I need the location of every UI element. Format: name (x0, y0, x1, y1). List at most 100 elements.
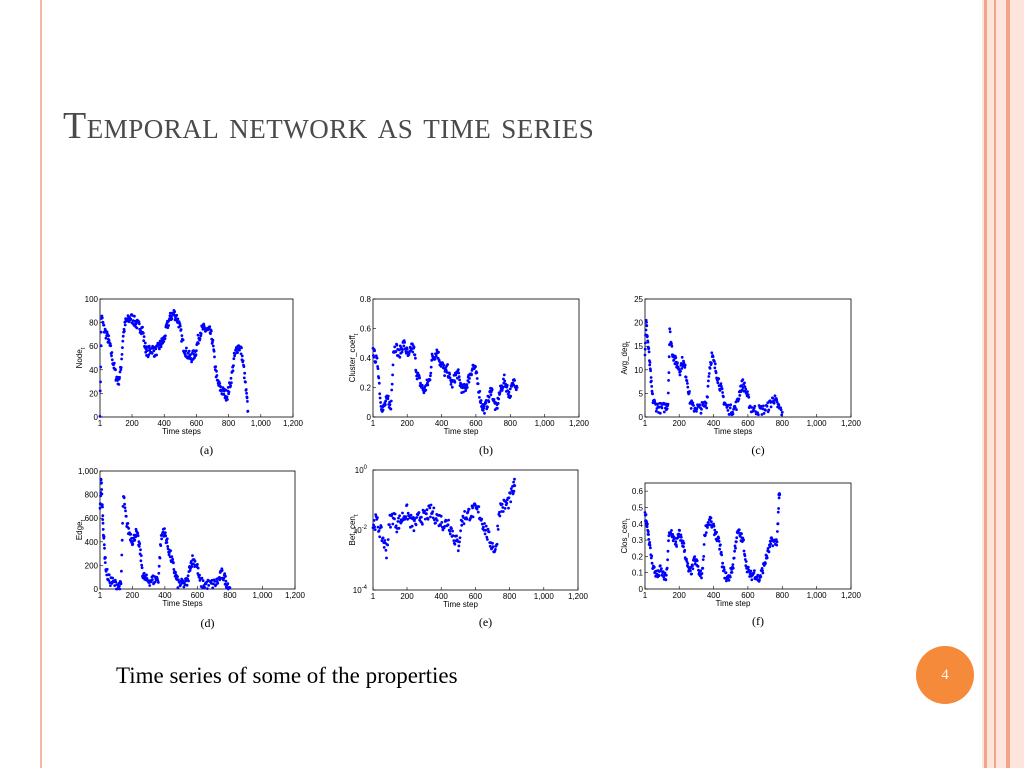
data-point (709, 516, 713, 520)
data-point (435, 355, 438, 358)
data-point (489, 393, 493, 397)
data-point (449, 383, 453, 386)
data-point (386, 397, 390, 401)
data-point (179, 328, 183, 331)
data-point (664, 578, 668, 582)
data-point (420, 383, 424, 387)
x-tick-label: 200 (673, 419, 687, 428)
data-point (195, 349, 198, 352)
data-point (240, 346, 243, 350)
data-point (114, 368, 117, 372)
data-point (412, 345, 416, 349)
data-point (475, 507, 479, 511)
data-point (453, 380, 457, 384)
data-point (401, 348, 404, 352)
data-point (393, 517, 396, 521)
data-point (649, 369, 652, 373)
data-point (695, 407, 699, 411)
y-tick-label: 0.4 (360, 354, 372, 363)
data-point (775, 540, 779, 544)
data-point (779, 408, 783, 412)
data-point (414, 523, 418, 527)
x-axis-label: Time step (444, 427, 479, 436)
data-point (496, 524, 499, 528)
data-point (678, 373, 682, 377)
data-point (429, 371, 433, 375)
data-point (743, 554, 747, 558)
data-point (229, 384, 233, 388)
x-tick-label: 200 (126, 591, 140, 600)
data-point (191, 554, 194, 557)
x-tick-label: 600 (190, 419, 204, 428)
data-point (660, 406, 664, 410)
data-point (483, 411, 486, 415)
data-point (121, 521, 124, 525)
x-tick-label: 800 (776, 419, 790, 428)
data-point (410, 524, 414, 528)
data-point (220, 569, 224, 572)
data-point (213, 355, 216, 359)
data-point (222, 576, 226, 580)
data-point (501, 510, 505, 513)
data-point (775, 543, 779, 547)
data-point (158, 347, 161, 351)
data-point (242, 376, 246, 380)
data-point (236, 351, 239, 354)
data-point (216, 581, 220, 585)
data-point (458, 378, 461, 382)
data-point (475, 377, 479, 380)
data-point (188, 569, 192, 572)
data-point (200, 576, 204, 580)
slide-frame-right-stripe (984, 0, 987, 768)
data-point (199, 332, 203, 336)
data-point (238, 348, 241, 352)
data-point (439, 514, 443, 518)
data-point (391, 522, 395, 526)
data-point (509, 487, 513, 490)
data-point (648, 541, 652, 544)
data-point (451, 529, 454, 533)
y-tick-label: 0 (367, 413, 372, 422)
data-point (732, 407, 735, 411)
data-point (701, 558, 705, 561)
data-point (137, 322, 141, 326)
data-point (442, 363, 446, 367)
data-point (465, 517, 469, 521)
data-point (205, 587, 209, 590)
data-point (733, 544, 737, 548)
data-point (507, 496, 511, 500)
data-point (373, 525, 376, 529)
data-point (644, 513, 648, 517)
data-point (513, 379, 516, 382)
data-point (758, 578, 761, 582)
x-tick-label: 1,000 (807, 591, 828, 600)
data-point (705, 406, 709, 410)
data-point (646, 340, 650, 344)
x-tick-label: 400 (435, 419, 449, 428)
data-point (741, 378, 745, 381)
slide-frame-right (982, 0, 1024, 768)
data-point (176, 575, 179, 578)
data-point (458, 540, 461, 544)
data-point (175, 313, 179, 317)
x-tick-label: 1,000 (252, 591, 273, 600)
data-point (515, 386, 519, 389)
data-point (118, 584, 121, 588)
data-point (201, 579, 205, 583)
data-point (99, 365, 103, 369)
data-point (775, 400, 779, 404)
data-point (141, 331, 145, 335)
data-point (452, 539, 456, 542)
data-point (486, 538, 489, 541)
data-point (721, 391, 724, 394)
data-points (98, 309, 250, 418)
data-point (372, 355, 376, 359)
data-point (695, 409, 698, 413)
data-point (172, 568, 176, 571)
data-point (381, 536, 385, 540)
data-point (708, 367, 712, 370)
data-point (690, 399, 693, 403)
data-point (173, 310, 177, 314)
data-point (649, 376, 653, 379)
